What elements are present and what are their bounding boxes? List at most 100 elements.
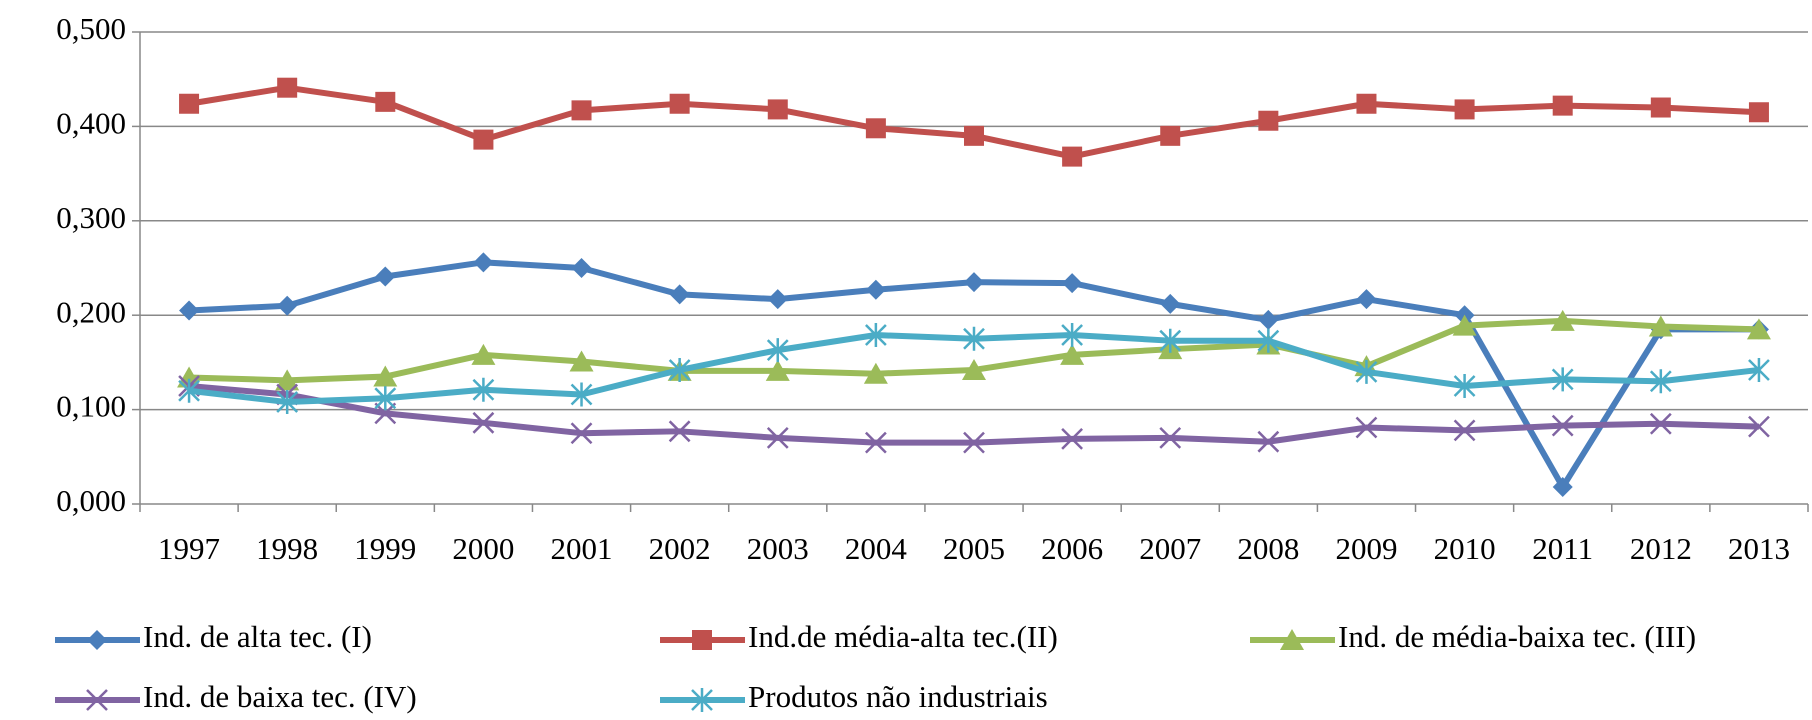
point-marker	[669, 93, 690, 114]
point-marker	[668, 357, 691, 382]
x-tick-label: 2005	[943, 531, 1005, 566]
point-marker	[1356, 289, 1377, 310]
point-marker	[864, 323, 887, 348]
point-marker	[1160, 125, 1181, 146]
point-marker	[277, 295, 298, 316]
point-marker	[1258, 110, 1279, 131]
point-marker	[570, 422, 593, 445]
point-marker	[1454, 99, 1475, 120]
x-tick-label: 1999	[354, 531, 416, 566]
point-marker	[1551, 414, 1574, 437]
point-marker	[1748, 357, 1770, 382]
point-marker	[1159, 427, 1182, 449]
x-tick-label: 2008	[1237, 531, 1299, 566]
point-marker	[1649, 369, 1672, 394]
point-marker	[1062, 146, 1083, 167]
point-marker	[179, 93, 200, 114]
y-tick-label: 0,300	[56, 200, 126, 235]
point-marker	[1061, 323, 1084, 348]
point-marker	[276, 390, 299, 415]
point-marker	[962, 358, 986, 380]
point-marker	[1355, 359, 1378, 384]
y-tick-label: 0,100	[56, 389, 126, 424]
point-marker	[473, 252, 494, 273]
point-marker	[472, 411, 495, 434]
point-marker	[766, 427, 789, 449]
point-marker	[374, 386, 397, 411]
x-tick-label: 2012	[1630, 531, 1692, 566]
legend-marker	[692, 630, 712, 650]
x-tick-label: 2001	[551, 531, 613, 566]
point-marker	[570, 382, 593, 407]
point-marker	[1453, 419, 1476, 442]
point-marker	[767, 289, 788, 310]
point-marker	[669, 284, 690, 305]
point-marker	[1257, 430, 1280, 453]
legend-marker	[87, 630, 107, 650]
point-marker	[1650, 97, 1671, 118]
point-marker	[1453, 374, 1476, 398]
point-marker	[1552, 95, 1573, 116]
point-marker	[1550, 309, 1575, 331]
x-tick-label: 2011	[1532, 531, 1593, 566]
y-tick-label: 0,400	[56, 106, 126, 141]
legend-marker	[86, 689, 108, 711]
point-marker	[668, 420, 691, 443]
point-marker	[473, 129, 494, 150]
point-marker	[766, 338, 789, 363]
point-marker	[1452, 314, 1477, 336]
y-tick-label: 0,500	[56, 11, 126, 46]
point-marker	[964, 272, 984, 293]
legend-label: Ind.de média-alta tec.(II)	[748, 619, 1058, 654]
point-marker	[374, 402, 397, 425]
point-marker	[1160, 293, 1181, 314]
point-marker	[865, 279, 886, 300]
point-marker	[177, 366, 202, 388]
x-tick-label: 2013	[1728, 531, 1790, 566]
x-tick-label: 2000	[452, 531, 514, 566]
legend-marker	[1280, 629, 1304, 650]
point-marker	[963, 326, 985, 351]
y-tick-label: 0,200	[56, 294, 126, 329]
point-marker	[1257, 328, 1280, 353]
x-tick-label: 2002	[649, 531, 711, 566]
point-marker	[964, 125, 984, 146]
point-marker	[178, 378, 200, 403]
point-marker	[277, 77, 298, 98]
x-tick-label: 2004	[845, 531, 908, 566]
point-marker	[1648, 315, 1673, 337]
legend-marker	[691, 688, 713, 712]
point-marker	[1258, 309, 1279, 330]
point-marker	[865, 118, 886, 139]
x-tick-label: 1998	[256, 531, 318, 566]
point-marker	[1552, 477, 1573, 498]
legend-label: Ind. de alta tec. (I)	[143, 619, 372, 654]
x-tick-label: 2007	[1139, 531, 1201, 566]
legend-label: Produtos não industriais	[748, 679, 1048, 714]
x-tick-label: 2010	[1434, 531, 1496, 566]
x-tick-label: 2009	[1335, 531, 1397, 566]
point-marker	[571, 258, 592, 278]
point-marker	[863, 362, 888, 384]
point-marker	[864, 431, 887, 454]
legend-label: Ind. de baixa tec. (IV)	[143, 679, 417, 714]
point-marker	[1649, 412, 1672, 435]
point-marker	[1355, 416, 1378, 439]
point-marker	[1159, 328, 1182, 353]
point-marker	[1356, 93, 1377, 114]
point-marker	[373, 365, 398, 387]
x-tick-label: 1997	[158, 531, 220, 566]
point-marker	[375, 91, 396, 112]
point-marker	[1060, 343, 1085, 365]
point-marker	[179, 300, 200, 321]
legend-label: Ind. de média-baixa tec. (III)	[1338, 619, 1696, 654]
point-marker	[375, 266, 396, 287]
point-marker	[767, 99, 788, 120]
point-marker	[1551, 367, 1574, 392]
series-line	[188, 84, 1760, 160]
point-marker	[1748, 102, 1769, 123]
x-tick-label: 2006	[1041, 531, 1103, 566]
point-marker	[275, 369, 300, 391]
point-marker	[569, 350, 594, 372]
